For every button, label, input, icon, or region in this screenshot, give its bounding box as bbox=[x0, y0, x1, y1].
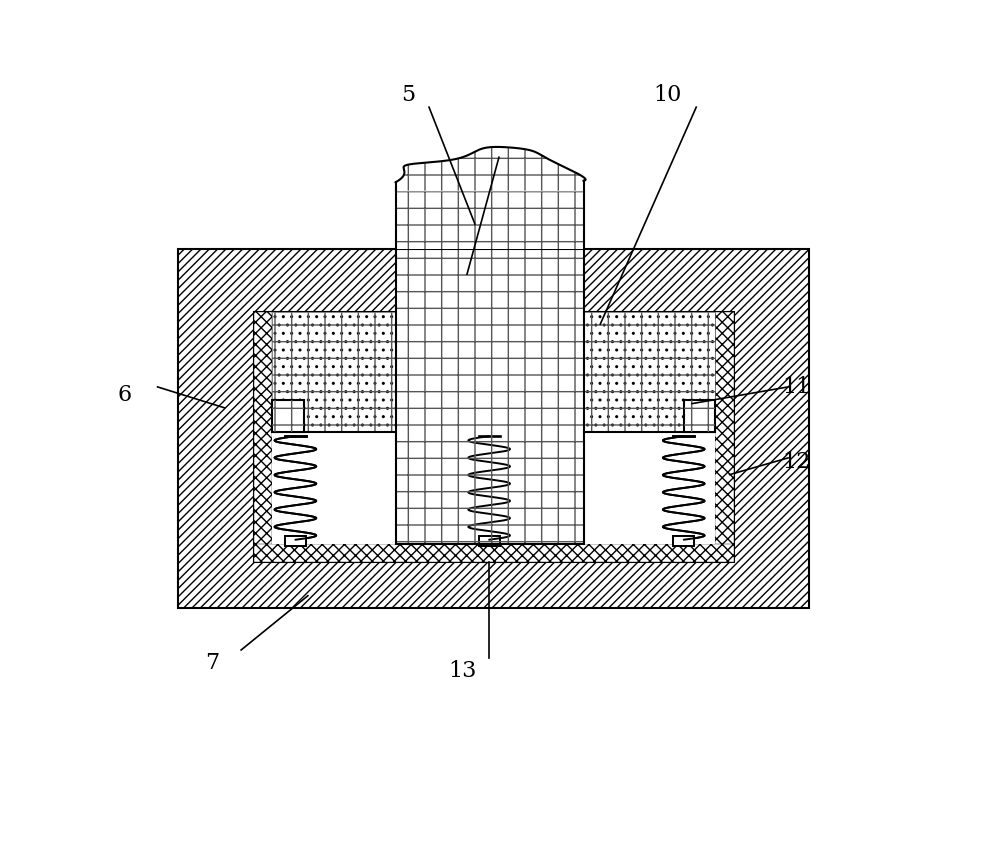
Bar bbox=[254, 312, 272, 562]
Bar bbox=[272, 400, 304, 432]
Bar bbox=[396, 191, 584, 249]
Bar bbox=[479, 537, 500, 547]
Bar bbox=[396, 191, 584, 249]
Bar bbox=[673, 537, 694, 547]
Bar bbox=[396, 249, 584, 544]
Bar bbox=[285, 537, 306, 547]
Bar bbox=[673, 537, 694, 547]
Text: 12: 12 bbox=[782, 451, 811, 473]
Bar bbox=[178, 249, 809, 608]
Bar bbox=[684, 400, 715, 432]
Text: 11: 11 bbox=[782, 376, 811, 398]
Bar bbox=[272, 312, 715, 432]
Text: 7: 7 bbox=[205, 651, 219, 673]
Text: 13: 13 bbox=[448, 660, 477, 682]
Bar bbox=[178, 249, 809, 608]
Text: 5: 5 bbox=[401, 84, 415, 105]
Bar bbox=[272, 400, 304, 432]
Bar bbox=[254, 312, 734, 562]
Bar bbox=[673, 537, 694, 547]
Bar bbox=[254, 544, 734, 562]
Bar bbox=[715, 312, 734, 562]
Text: 10: 10 bbox=[653, 84, 681, 105]
Bar bbox=[285, 537, 306, 547]
Bar bbox=[285, 537, 306, 547]
Bar bbox=[285, 537, 306, 547]
Bar bbox=[272, 312, 715, 432]
Bar bbox=[272, 432, 715, 544]
Polygon shape bbox=[396, 147, 586, 191]
Bar bbox=[479, 537, 500, 547]
Bar bbox=[479, 537, 500, 547]
Bar bbox=[396, 249, 584, 544]
Bar bbox=[673, 537, 694, 547]
Bar bbox=[272, 312, 715, 432]
Text: 6: 6 bbox=[117, 385, 131, 407]
Bar bbox=[684, 400, 715, 432]
Bar bbox=[396, 249, 584, 544]
Bar bbox=[479, 537, 500, 547]
